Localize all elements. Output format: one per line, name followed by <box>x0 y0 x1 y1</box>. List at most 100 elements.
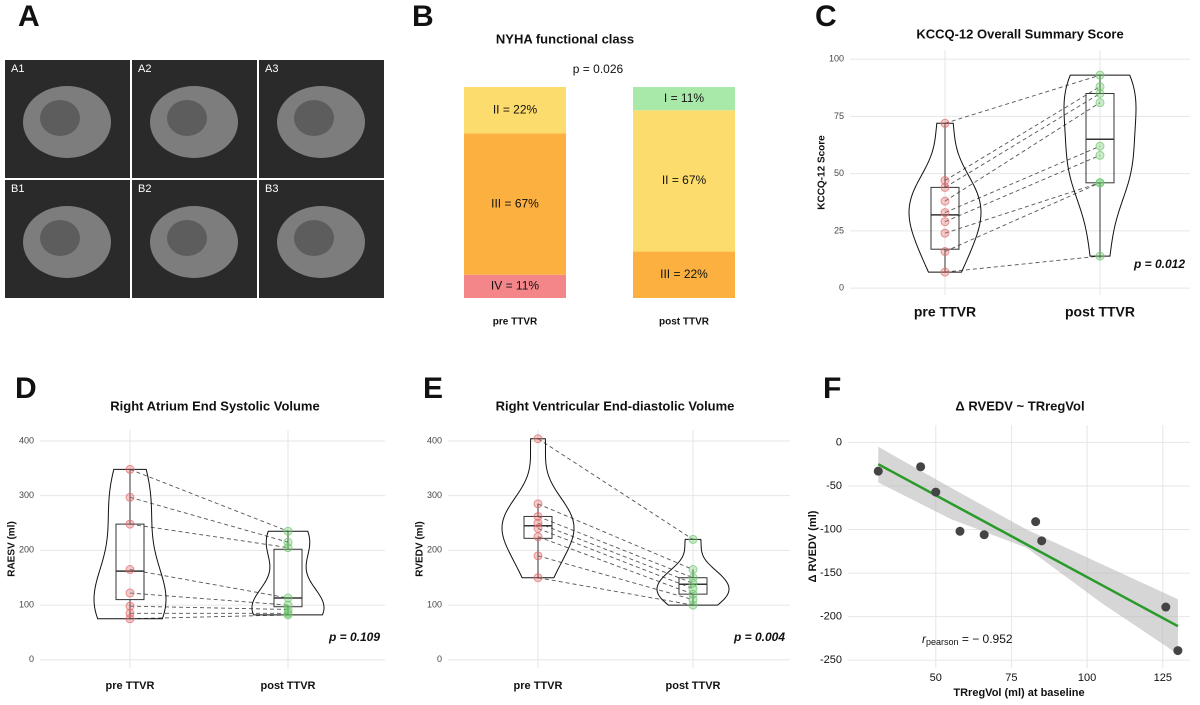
y-tick-label: 300 <box>19 490 34 500</box>
y-tick-label: -200 <box>820 611 842 623</box>
point <box>283 610 293 620</box>
point <box>283 543 293 553</box>
pair-line <box>944 74 1101 124</box>
x-tick-label: post TTVR <box>666 680 721 692</box>
confidence-band <box>878 446 1178 655</box>
data-label: III = 22% <box>660 267 708 281</box>
point <box>931 487 941 497</box>
box <box>523 515 553 539</box>
violin <box>93 468 167 620</box>
point <box>533 434 543 444</box>
point <box>125 464 135 474</box>
point <box>125 565 135 575</box>
chart-title: Right Ventricular End-diastolic Volume <box>496 398 735 413</box>
point <box>688 600 698 610</box>
y-tick-label: 100 <box>829 54 844 64</box>
point <box>979 530 989 540</box>
data-label: II = 22% <box>493 102 538 116</box>
panel-letter: F <box>823 372 841 405</box>
y-tick-label: 400 <box>427 435 442 445</box>
y-axis-label: Δ RVEDV (ml) <box>807 510 819 582</box>
pair-line <box>944 182 1101 252</box>
p-value: p = 0.012 <box>1133 257 1185 271</box>
violin <box>908 122 982 273</box>
y-tick-label: 200 <box>427 545 442 555</box>
box <box>273 548 303 608</box>
point <box>533 523 543 533</box>
point <box>1095 150 1105 160</box>
image-label: A3 <box>265 63 278 75</box>
box <box>930 186 960 250</box>
pair-line <box>129 468 289 532</box>
mri-chamber <box>294 220 334 256</box>
x-tick-label: 75 <box>1005 672 1017 684</box>
plot-area <box>40 430 385 668</box>
y-tick-label: 0 <box>839 283 844 293</box>
point <box>533 532 543 542</box>
plot-area <box>448 430 790 668</box>
point <box>940 196 950 206</box>
pair-line <box>129 496 289 543</box>
point <box>1095 251 1105 261</box>
chart-title: Right Atrium End Systolic Volume <box>110 398 319 413</box>
chart-title: KCCQ-12 Overall Summary Score <box>916 26 1123 41</box>
y-tick-label: 25 <box>834 225 844 235</box>
y-axis-label: RVEDV (ml) <box>415 521 426 576</box>
point <box>940 176 950 186</box>
p-value: p = 0.026 <box>573 62 624 76</box>
image-label: B1 <box>11 183 24 195</box>
point <box>940 217 950 227</box>
pair-line <box>129 523 289 549</box>
point <box>533 499 543 509</box>
data-label: I = 11% <box>664 91 704 105</box>
x-tick-label: post TTVR <box>1065 304 1135 320</box>
pair-line <box>944 154 1101 223</box>
pair-line <box>537 503 694 570</box>
pair-line <box>129 569 289 599</box>
violin <box>251 530 325 616</box>
point <box>533 511 543 521</box>
correlation: rpearson = − 0.952 <box>922 632 1013 647</box>
point <box>940 267 950 277</box>
y-tick-label: 50 <box>834 168 844 178</box>
point <box>533 551 543 561</box>
point <box>955 526 965 536</box>
p-value: p = 0.004 <box>733 630 785 644</box>
point <box>125 492 135 502</box>
data-label: IV = 11% <box>491 279 539 293</box>
point <box>1095 89 1105 99</box>
x-tick-label: pre TTVR <box>493 317 538 328</box>
image-label: A1 <box>11 63 24 75</box>
pair-line <box>537 555 694 601</box>
y-axis-label: KCCQ-12 Score <box>817 135 828 210</box>
x-tick-label: 100 <box>1078 672 1096 684</box>
point <box>940 208 950 218</box>
data-label: III = 67% <box>491 196 539 210</box>
point <box>1095 178 1105 188</box>
r-value: = − 0.952 <box>959 632 1013 646</box>
violin <box>501 438 575 579</box>
pair-line <box>537 577 694 606</box>
y-axis-label: RAESV (ml) <box>7 521 18 577</box>
panel-letter: D <box>15 372 37 405</box>
r-symbol: r <box>922 632 927 646</box>
plot-area <box>850 50 1190 295</box>
data-label: II = 67% <box>662 173 707 187</box>
bar-segment <box>633 87 735 111</box>
point <box>916 462 926 472</box>
image-label: B2 <box>138 183 151 195</box>
y-tick-label: -100 <box>820 523 842 535</box>
violin <box>656 538 730 606</box>
box <box>678 577 708 595</box>
pair-line <box>129 614 289 620</box>
r-subscript: pearson <box>926 637 959 647</box>
y-tick-label: 300 <box>427 490 442 500</box>
x-tick-label: pre TTVR <box>106 680 155 692</box>
bar-segment <box>633 251 735 298</box>
panel-letter: B <box>412 0 434 33</box>
bar-segment <box>464 87 566 134</box>
panel-letter: A <box>18 0 40 33</box>
bar-segment <box>464 274 566 298</box>
y-tick-label: -50 <box>826 480 842 492</box>
point <box>125 588 135 598</box>
